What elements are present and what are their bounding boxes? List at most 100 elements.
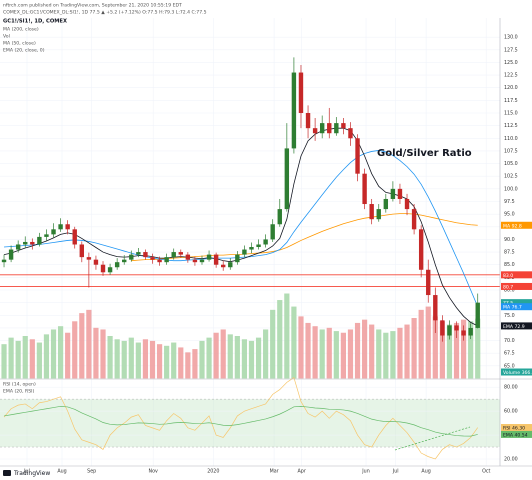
tag-value: 72.9 [514, 323, 524, 329]
candle-body [277, 209, 282, 225]
volume-bar [411, 318, 417, 379]
volume-bar [255, 337, 262, 379]
volume-bar [291, 306, 297, 379]
volume-bar [107, 336, 113, 379]
footer: TradingView [13, 470, 50, 477]
tag-value: 46.30 [512, 425, 525, 431]
x-tick-label: Jul [392, 469, 399, 475]
axis-tag [501, 322, 532, 330]
volume-bar [446, 324, 453, 379]
y-tick-label: 102.5 [504, 174, 518, 180]
candle-body [150, 257, 155, 260]
candle-body [433, 295, 438, 321]
rsi-band [0, 399, 500, 448]
candle-body [284, 148, 290, 210]
candle-body [15, 244, 21, 250]
volume-bar [220, 329, 226, 379]
volume-bar [36, 342, 42, 379]
y-tick-label: 80.0 [504, 288, 515, 294]
candle-body [235, 254, 240, 263]
x-tick-label: Oct [482, 469, 490, 475]
tag-name: Volume [503, 370, 520, 376]
tag-name: MA [503, 304, 511, 310]
tag-value: 80.7 [503, 284, 513, 290]
volume-bar [178, 347, 184, 379]
volume-bar [65, 332, 71, 379]
x-tick-label: Aug [57, 469, 66, 475]
symbol-line: COMEX_DL:GC1!/COMEX_DL:SI1!, 1D 77.5 ▲ +… [3, 10, 207, 16]
volume-bar [284, 293, 290, 379]
candle-body [447, 325, 452, 336]
candle-body [157, 259, 162, 263]
y-tick-label: 80.00 [504, 385, 518, 391]
y-tick-label: 85.0 [504, 262, 515, 268]
volume-bar [72, 321, 78, 379]
candle-body [228, 262, 233, 268]
candle-body [362, 173, 367, 205]
candle-body [37, 236, 42, 245]
candle-body [185, 254, 191, 260]
volume-bar [79, 313, 85, 379]
volume-bar [121, 340, 127, 379]
volume-bar [453, 322, 460, 379]
candle-body [72, 229, 77, 245]
volume-bar [376, 329, 382, 379]
x-tick-label: Sep [87, 469, 96, 475]
y-tick-label: 20.00 [504, 457, 518, 463]
candle-body [426, 269, 431, 296]
y-tick-label: 67.5 [504, 351, 515, 357]
candle-body [341, 123, 346, 129]
axis-tag [501, 282, 532, 290]
volume-bar [418, 309, 424, 379]
volume-bar [460, 319, 467, 379]
candle-body [298, 72, 304, 113]
candle-body [143, 252, 148, 258]
y-tick-label: 107.5 [504, 148, 518, 154]
candle-body [1, 259, 7, 263]
x-tick-label: Apr [298, 469, 306, 475]
ma-line [4, 150, 479, 307]
candle-body [192, 259, 198, 263]
candle-body [249, 247, 254, 250]
candle-body [397, 188, 403, 199]
volume-bar [43, 334, 50, 379]
volume-bar [468, 321, 474, 379]
candle-body [418, 229, 424, 270]
y-tick-label: 75.0 [504, 313, 515, 319]
axis-tag-text: EMA 40.54 [503, 432, 528, 438]
y-tick-label: 65.0 [504, 363, 515, 369]
candle-body [44, 234, 49, 237]
axis-tag [501, 299, 532, 307]
volume-bar [206, 337, 212, 379]
volume-bar [397, 327, 403, 379]
volume-bar [263, 329, 269, 379]
candle-body [23, 241, 28, 245]
legend-entry: MA (50, close) [3, 41, 36, 47]
candle-body [58, 224, 63, 230]
y-tick-label: 112.5 [504, 123, 518, 129]
tag-value: 366.163K [522, 370, 532, 376]
candle-body [178, 252, 183, 255]
volume-bar [100, 329, 106, 379]
legend-entry: Vol [3, 34, 10, 40]
legend-entry: RSI (14, open) [3, 382, 36, 388]
axis-tag [501, 424, 532, 432]
volume-bar [86, 309, 92, 379]
volume-bar [50, 329, 57, 379]
logo-mark [3, 470, 11, 476]
volume-bar [319, 329, 325, 379]
volume-bar [270, 309, 276, 379]
axis-tag-text: MA 76.7 [503, 304, 522, 310]
volume-bar [369, 324, 375, 379]
candle-body [327, 123, 332, 134]
candle-body [114, 262, 120, 268]
volume-bar [277, 300, 283, 379]
rsi-line [3, 405, 478, 437]
axis-tag-text: 77.5 [503, 300, 513, 306]
volume-bar [149, 340, 156, 379]
y-tick-label: 97.5 [504, 199, 515, 205]
x-tick-label: Jun [361, 469, 370, 475]
candle-body [122, 259, 127, 263]
candle-body [65, 224, 70, 230]
tag-value: 77.5 [503, 300, 513, 306]
